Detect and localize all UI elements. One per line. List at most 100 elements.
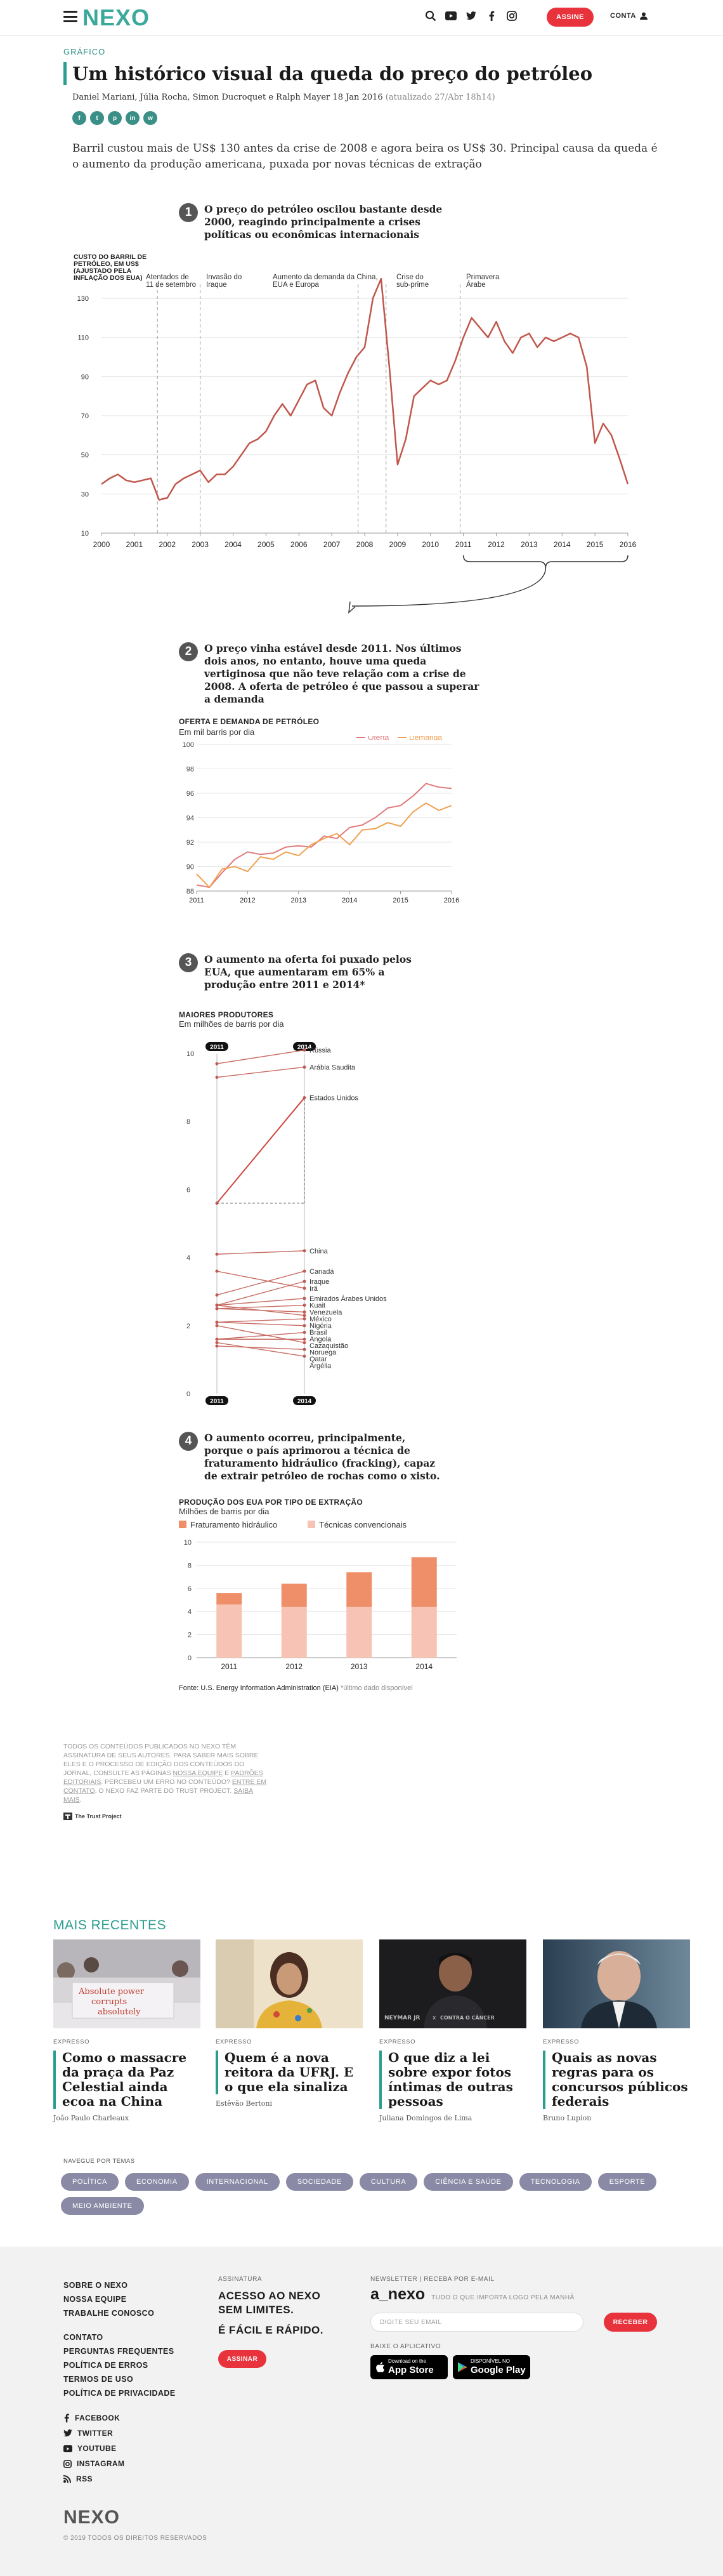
footer xyxy=(0,2247,723,2576)
tag-economia[interactable]: ECONOMIA xyxy=(124,2173,189,2191)
bar-fracking xyxy=(346,1572,372,1607)
recent-card[interactable]: EXPRESSO Quais as novas regras para os c… xyxy=(543,1939,690,2122)
annotation-label: Invasão do Iraque xyxy=(206,274,242,289)
newsletter-form: DIGITE SEU EMAIL RECEBER xyxy=(370,2313,657,2332)
anexo-sub: TUDO O QUE IMPORTA LOGO PELA MANHÃ xyxy=(431,2294,575,2301)
footer-link[interactable]: NOSSA EQUIPE xyxy=(63,2295,127,2304)
supply-demand-title: OFERTA E DEMANDA DE PETRÓLEO xyxy=(179,717,320,726)
social-rss[interactable]: RSS xyxy=(63,2471,124,2487)
receber-button[interactable]: RECEBER xyxy=(604,2313,657,2332)
share-pinterest-icon[interactable]: p xyxy=(108,111,122,125)
y-axis-label: CUSTO DO BARRIL DE PETRÓLEO, EM US$ (AJUST… xyxy=(74,253,147,282)
card-author: Juliana Domingos de Lima xyxy=(379,2114,472,2122)
producer-dot-2014 xyxy=(303,1314,306,1318)
card-category: EXPRESSO xyxy=(379,2038,416,2045)
newsletter-label: NEWSLETTER | RECEBA POR E-MAIL xyxy=(370,2276,495,2283)
footer-link[interactable]: SOBRE O NEXO xyxy=(63,2281,128,2290)
search-icon[interactable] xyxy=(424,9,438,23)
nexo-logo[interactable]: NEXO xyxy=(82,4,150,30)
article-title: Um histórico visual da queda do preço do… xyxy=(72,63,593,84)
x-tick-label: 2013 xyxy=(521,540,538,549)
card-category: EXPRESSO xyxy=(216,2038,252,2045)
footer-link[interactable]: POLÍTICA DE ERROS xyxy=(63,2361,148,2370)
email-input[interactable]: DIGITE SEU EMAIL xyxy=(370,2313,583,2332)
share-linkedin-icon[interactable]: in xyxy=(126,111,140,125)
google-play-badge[interactable]: DISPONÍVEL NO Google Play xyxy=(453,2355,530,2379)
youtube-icon[interactable] xyxy=(444,9,458,23)
producer-line xyxy=(216,1250,305,1255)
bar-fracking xyxy=(281,1583,307,1607)
tag-sociedade[interactable]: SOCIEDADE xyxy=(285,2173,353,2191)
card-title[interactable]: Quem é a nova reitora da UFRJ. E o que e… xyxy=(216,2051,363,2094)
saiba-mais-link[interactable]: SAIBA MAIS xyxy=(63,1787,254,1804)
tag-meio-ambiente[interactable]: MEIO AMBIENTE xyxy=(61,2197,144,2215)
y-tick-label: 8 xyxy=(186,1118,190,1126)
backdrop-text-1: NEYMAR JR xyxy=(384,2015,420,2021)
x-tick-label: 2013 xyxy=(351,1662,368,1671)
backdrop-text-3: CONTRA O CÂNCER xyxy=(440,2014,495,2021)
share-whatsapp-icon[interactable]: w xyxy=(143,111,157,125)
kicker: GRÁFICO xyxy=(63,47,106,56)
account-link[interactable]: CONTA xyxy=(610,12,648,20)
share-twitter-icon[interactable]: t xyxy=(90,111,104,125)
card-image[interactable] xyxy=(216,1939,363,2028)
tag-cultura[interactable]: CULTURA xyxy=(359,2173,418,2191)
legend-label: Oferta xyxy=(368,736,389,742)
card-image[interactable] xyxy=(543,1939,690,2028)
card-image[interactable]: NEYMAR JR x CONTRA O CÂNCER xyxy=(379,1939,526,2028)
social-youtube[interactable]: YOUTUBE xyxy=(63,2441,124,2456)
y-tick-label: 50 xyxy=(81,452,89,459)
tag-politica[interactable]: POLÍTICA xyxy=(61,2173,119,2191)
y-tick-label: 88 xyxy=(186,888,194,895)
producer-dot-2014 xyxy=(303,1297,306,1300)
facebook-icon[interactable] xyxy=(485,9,498,23)
footer-link[interactable]: POLÍTICA DE PRIVACIDADE xyxy=(63,2389,176,2398)
social-twitter[interactable]: TWITTER xyxy=(63,2426,124,2441)
contato-link[interactable]: ENTRE EM CONTATO xyxy=(63,1778,267,1795)
step-text: O aumento na oferta foi puxado pelos EUA… xyxy=(204,953,412,991)
x-tick-label: 2001 xyxy=(126,540,143,549)
card-title[interactable]: O que diz a lei sobre expor fotos íntima… xyxy=(379,2051,526,2109)
producer-dot-2014 xyxy=(303,1331,306,1335)
x-tick-label: 2008 xyxy=(356,540,374,549)
card-category: EXPRESSO xyxy=(53,2038,90,2045)
x-tick-label: 2005 xyxy=(257,540,275,549)
recent-card[interactable]: Absolute power corrupts absolutely EXPRE… xyxy=(53,1939,200,2122)
portrait-photo xyxy=(216,1939,363,2028)
footer-logo[interactable]: NEXO xyxy=(63,2507,120,2528)
twitter-icon[interactable] xyxy=(464,9,478,23)
year-badge-label: 2014 xyxy=(297,1398,312,1405)
social-instagram[interactable]: INSTAGRAM xyxy=(63,2456,124,2471)
social-facebook[interactable]: FACEBOOK xyxy=(63,2410,124,2426)
editorial-note: TODOS OS CONTEÚDOS PUBLICADOS NO NEXO TÊ… xyxy=(63,1743,267,1804)
card-title[interactable]: Quais as novas regras para os concursos … xyxy=(543,2051,690,2109)
legend-label: Fraturamento hidráulico xyxy=(190,1520,277,1529)
tag-tecnologia[interactable]: TECNOLOGIA xyxy=(519,2173,592,2191)
menu-icon[interactable] xyxy=(63,11,77,22)
recent-card[interactable]: EXPRESSO Quem é a nova reitora da UFRJ. … xyxy=(216,1939,363,2108)
facebook-icon xyxy=(64,2414,69,2422)
x-tick-label: 2011 xyxy=(189,897,204,904)
tag-esporte[interactable]: ESPORTE xyxy=(597,2173,657,2191)
card-title[interactable]: Como o massacre da praça da Paz Celestia… xyxy=(53,2051,200,2109)
card-author: Estêvão Bertoni xyxy=(216,2099,272,2108)
card-image[interactable]: Absolute power corrupts absolutely xyxy=(53,1939,200,2028)
tag-internacional[interactable]: INTERNACIONAL xyxy=(195,2173,280,2191)
bar-convencional xyxy=(346,1606,372,1658)
nossa-equipe-link[interactable]: NOSSA EQUIPE xyxy=(173,1769,223,1777)
x-tick-label: 2015 xyxy=(393,897,408,904)
instagram-icon[interactable] xyxy=(505,9,519,23)
footer-link[interactable]: PERGUNTAS FREQUENTES xyxy=(63,2347,174,2356)
padroes-link[interactable]: PADRÕES EDITORIAIS xyxy=(63,1769,263,1786)
x-tick-label: 2014 xyxy=(554,540,571,549)
trust-project-logo[interactable]: The Trust Project xyxy=(63,1813,122,1820)
app-store-badge[interactable]: Download on the App Store xyxy=(370,2355,448,2379)
tag-ciencia-saude[interactable]: CIÊNCIA E SAÚDE xyxy=(424,2173,513,2191)
footer-link[interactable]: TERMOS DE USO xyxy=(63,2375,134,2384)
recent-card[interactable]: NEYMAR JR x CONTRA O CÂNCER EXPRESSO O q… xyxy=(379,1939,526,2122)
footer-link[interactable]: TRABALHE CONOSCO xyxy=(63,2309,155,2318)
assinar-button[interactable]: ASSINAR xyxy=(218,2350,266,2368)
footer-link[interactable]: CONTATO xyxy=(63,2333,103,2342)
assine-button[interactable]: ASSINE xyxy=(547,8,594,27)
share-facebook-icon[interactable]: f xyxy=(72,111,86,125)
